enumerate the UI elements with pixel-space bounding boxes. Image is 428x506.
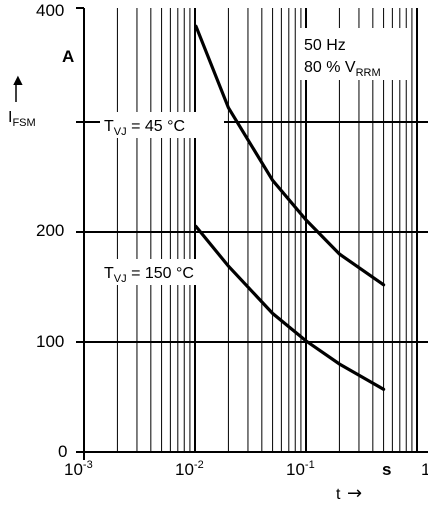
x-tick-label-1e-1: 10-1 (286, 459, 315, 479)
y-tick-label-100: 100 (36, 332, 64, 351)
y-axis-label: ▲ IFSM (8, 72, 36, 129)
conditions-box (298, 28, 410, 80)
condition-voltage: 80 % VRRM (304, 59, 381, 79)
y-axis-label-main: I (8, 109, 12, 126)
x-tick-label-1: 1 (421, 460, 428, 479)
curve-tvj-45c (194, 24, 386, 287)
series-label-45c: TVJ = 45 °C (104, 118, 185, 138)
series-label-150c: TVJ = 150 °C (104, 265, 194, 285)
y-unit-label: A (62, 47, 74, 66)
x-axis-label-main: t (336, 486, 341, 503)
curve-tvj-150c (194, 224, 386, 391)
x-axis-arrow: → (347, 483, 362, 504)
series-label-bg-45 (100, 112, 224, 138)
x-tick-label-1e-3: 10-3 (64, 459, 93, 479)
y-axis-arrow: ▲ (10, 72, 26, 89)
y-tick-label-400: 400 (36, 1, 64, 20)
grid-lines (76, 7, 428, 460)
y-tick-label-200: 200 (36, 221, 64, 240)
x-axis-ticks: 10-3 10-2 10-1 1 (64, 459, 428, 479)
series-label-bg-150 (100, 259, 220, 285)
svg-text:IFSM: IFSM (8, 109, 36, 129)
x-axis-label: t → (336, 483, 362, 504)
y-tick-label-0: 0 (58, 442, 67, 461)
y-axis-ticks: 400 200 100 0 (36, 1, 67, 461)
x-tick-label-1e-2: 10-2 (175, 459, 204, 479)
x-unit-label: s (382, 460, 391, 479)
curves (194, 24, 386, 391)
condition-frequency: 50 Hz (304, 37, 346, 54)
y-axis-label-sub: FSM (12, 117, 35, 129)
